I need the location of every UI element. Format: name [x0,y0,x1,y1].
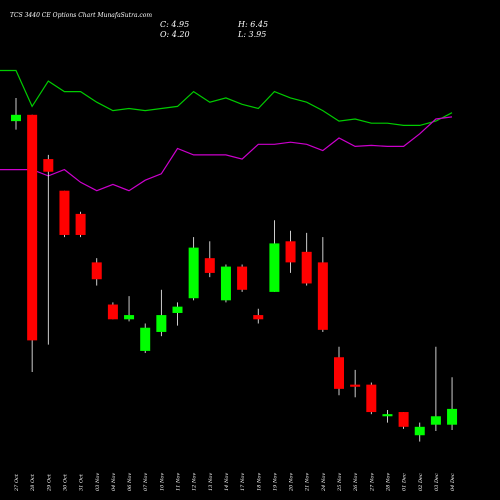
candle-11-nov [172,302,183,326]
candle-body [172,306,183,313]
candle-body [188,247,199,299]
x-tick-label: 14 Nov [224,473,230,491]
candle-body [220,266,231,301]
x-tick-label: 13 Nov [208,473,214,491]
candle-17-nov [237,264,248,292]
candle-29-oct [43,154,54,345]
close-label: C: 4.95 [160,20,189,29]
candle-07-nov [140,323,151,354]
candle-28-oct [27,114,38,372]
candle-body [414,426,425,436]
candle-04-dec [447,377,458,430]
candle-12-nov [188,237,199,301]
x-tick-label: 02 Dec [418,473,424,491]
candle-body [398,412,409,427]
x-tick-label: 11 Nov [176,473,182,491]
candle-body [204,258,215,273]
candle-body [350,384,361,387]
overlay-lines [0,69,453,192]
candle-body [366,384,377,413]
x-tick-label: 12 Nov [192,473,198,491]
candle-body [253,315,264,320]
x-tick-label: 28 Nov [385,473,391,492]
x-tick-label: 03 Nov [95,473,101,491]
candle-30-oct [59,190,70,238]
candle-25-nov [334,346,344,396]
x-tick-label: 10 Nov [159,473,165,491]
candle-body [140,327,151,351]
candle-19-nov [269,220,280,292]
candle-body [382,414,393,417]
candle-10-nov [156,289,167,337]
x-tick-label: 31 Oct [79,473,85,491]
x-tick-label: 21 Nov [305,473,311,492]
x-tick-label: 17 Nov [240,473,246,491]
candle-body [334,357,344,389]
x-tick-label: 24 Nov [321,473,327,492]
candle-21-nov [301,232,312,286]
candle-body [317,262,328,330]
candle-body [269,243,280,292]
candle-02-dec [414,422,425,442]
open-label: O: 4.20 [160,30,190,39]
candle-13-nov [204,241,215,278]
candle-03-nov [91,258,102,286]
x-tick-label: 28 Oct [30,473,36,492]
candle-20-nov [285,230,296,273]
candle-body [285,241,296,263]
candle-27-oct [11,97,21,130]
overlay-line-1 [0,69,453,127]
candle-body [91,262,102,280]
x-tick-label: 19 Nov [272,473,278,491]
x-tick-label: 04 Dec [450,473,456,491]
candle-01-dec [398,412,409,429]
candle-body [301,251,312,284]
overlay-line-2 [0,116,453,192]
x-tick-label: 27 Oct [14,473,20,492]
x-tick-label: 20 Nov [289,473,295,492]
candles [11,97,458,442]
candle-31-oct [75,211,86,238]
candle-18-nov [253,308,264,324]
candle-body [27,114,38,341]
x-tick-label: 30 Oct [62,473,68,491]
x-tick-label: 04 Nov [111,473,117,491]
candle-04-nov [107,302,118,320]
x-tick-label: 03 Dec [434,473,440,491]
x-tick-label: 18 Nov [256,473,262,491]
x-axis-ticks: 27 Oct 28 Oct 29 Oct 30 Oct 31 Oct 03 Nov 04 N… [14,473,456,492]
candle-body [237,266,248,290]
x-tick-label: 25 Nov [337,473,343,492]
high-label: H: 6.45 [237,20,268,29]
candle-body [11,114,21,122]
candle-body [156,315,167,332]
candle-body [124,315,135,320]
candle-body [107,304,118,320]
candle-26-nov [350,369,361,398]
chart-title: TCS 3440 CE Options Chart MunafaSutra.co… [10,12,152,19]
candle-06-nov [124,296,135,322]
candle-body [43,159,54,172]
x-tick-label: 27 Nov [369,473,375,492]
low-label: L: 3.95 [237,30,266,39]
candle-body [59,190,70,235]
x-tick-label: 06 Nov [127,473,133,491]
x-tick-label: 07 Nov [143,473,149,491]
candle-03-dec [430,346,441,432]
candle-24-nov [317,237,328,332]
x-tick-label: 26 Nov [353,473,359,492]
x-tick-label: 29 Oct [46,473,52,492]
candle-14-nov [220,264,231,303]
candle-body [430,416,441,425]
candle-28-nov [382,409,393,423]
x-tick-label: 01 Dec [402,473,408,491]
candle-body [75,213,86,235]
candle-27-nov [366,382,377,415]
candle-body [447,408,458,425]
